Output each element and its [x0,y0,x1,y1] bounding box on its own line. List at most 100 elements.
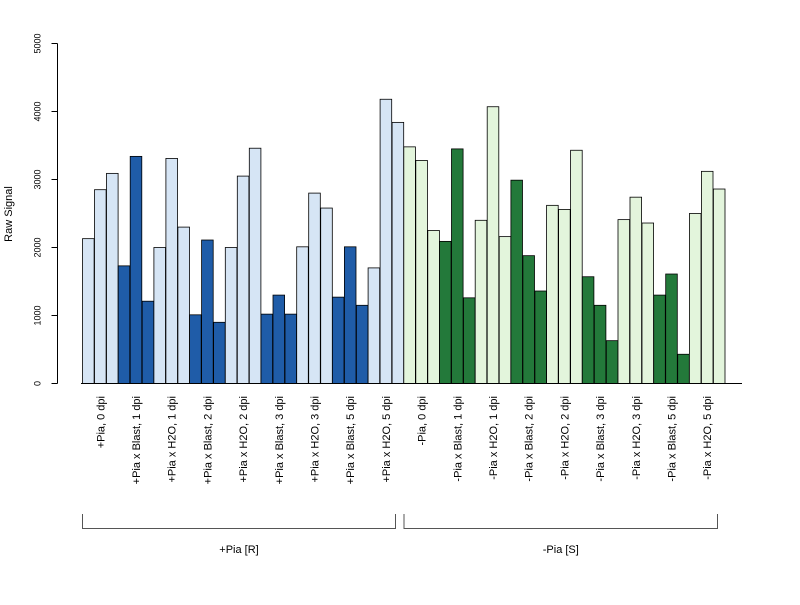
bar [272,294,286,384]
bar [641,222,655,384]
x-tick-label: +Pia x Blast, 2 dpi [202,396,214,484]
bar-cluster [546,149,583,384]
bar [415,160,428,384]
x-tick-label: +Pia x H2O, 1 dpi [167,396,179,483]
x-tick-label: +Pia, 0 dpi [95,396,107,448]
y-tick-label: 0 [33,381,43,386]
bar [486,106,500,384]
bar-cluster [403,146,440,384]
bar [713,188,726,384]
bar [593,304,607,384]
bar [367,267,381,384]
bar [701,170,714,384]
bar [177,226,190,384]
bar [260,313,274,384]
bar [451,148,464,384]
bar-cluster [260,294,298,384]
bar [391,121,405,384]
bar-cluster [439,148,476,384]
bar [296,246,309,384]
bar [106,172,119,384]
x-tick-label: +Pia x Blast, 5 dpi [345,396,357,484]
x-tick-label: +Pia x H2O, 2 dpi [238,396,250,483]
bar-cluster [581,276,619,384]
x-tick-label: -Pia x H2O, 1 dpi [488,396,500,480]
x-tick-label: +Pia x Blast, 1 dpi [131,396,143,484]
bar [165,158,178,384]
group-label: -Pia [S] [543,544,579,556]
bar [236,175,250,384]
bar-cluster [296,192,333,384]
y-axis: 0 1000 2000 3000 4000 5000 [33,33,58,386]
bar-cluster [653,273,690,384]
x-tick-label: -Pia x Blast, 3 dpi [595,396,607,482]
bar [213,321,226,384]
bar [522,255,535,384]
x-tick-label: -Pia, 0 dpi [417,396,429,446]
bar [510,179,523,384]
bar [343,246,357,384]
group-bracket-line [82,514,396,529]
x-tick-label: +Pia x H2O, 3 dpi [310,396,322,483]
bar-cluster [224,147,262,384]
bar [581,276,595,384]
bar [129,155,143,384]
bar-cluster [153,158,190,384]
y-tick-label: 1000 [33,305,43,325]
x-tick-label: -Pia x Blast, 2 dpi [524,396,536,482]
x-tick-label: -Pia x H2O, 2 dpi [559,396,571,480]
y-tick-label: 4000 [33,101,43,121]
x-tick-label: -Pia x Blast, 5 dpi [667,396,679,482]
bar [331,296,345,384]
bar-cluster [367,98,405,384]
bar [427,230,440,384]
bar [284,313,298,384]
bar [308,192,321,384]
bar-cluster [189,239,226,384]
bar [117,265,131,384]
bar [689,213,702,384]
x-tick-label: +Pia x Blast, 3 dpi [274,396,286,484]
bar [153,247,166,384]
bar-cluster [689,170,726,384]
y-tick-label: 2000 [33,237,43,257]
bar [653,294,666,384]
bar [320,207,333,384]
bar-cluster [117,155,155,384]
y-tick-label: 3000 [33,169,43,189]
bar-cluster [510,179,547,384]
bar [82,238,95,384]
bar [248,147,262,384]
x-tick-label: +Pia x H2O, 5 dpi [381,396,393,483]
bar [558,209,571,384]
bar [94,189,107,384]
bar [403,146,416,384]
bar [189,314,202,384]
bar [439,240,452,384]
y-axis-title: Raw Signal [3,186,15,242]
bars-layer [82,98,726,384]
bar [534,290,547,384]
bar [355,304,369,384]
bar [379,98,393,384]
group-bracket: -Pia [S] [403,514,718,556]
bar [474,219,488,384]
group-brackets: +Pia [R] -Pia [S] [82,514,718,556]
x-tick-label: -Pia x H2O, 5 dpi [702,396,714,480]
x-axis: +Pia, 0 dpi +Pia x Blast, 1 dpi +Pia x H2O… [81,383,742,484]
bar [546,204,559,384]
bar [605,340,619,384]
bar-cluster [331,246,369,384]
bar [224,247,238,384]
bar [141,300,155,384]
bar [665,273,678,384]
bar [463,297,476,384]
bar [677,353,690,384]
bar [629,196,643,384]
bar [201,239,214,384]
bar [570,149,583,384]
bar [617,219,631,384]
x-tick-label: -Pia x H2O, 3 dpi [631,396,643,480]
